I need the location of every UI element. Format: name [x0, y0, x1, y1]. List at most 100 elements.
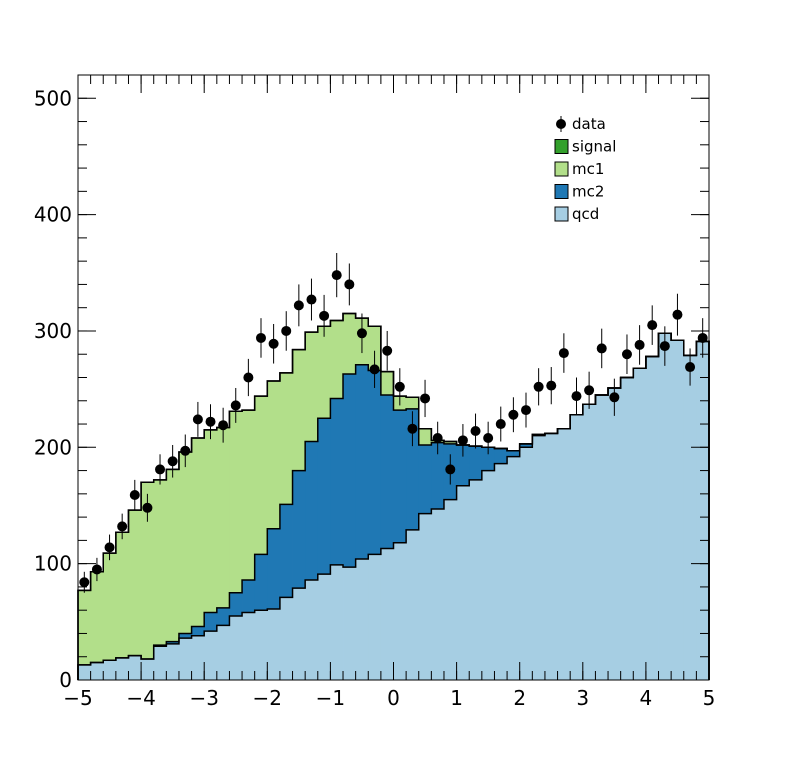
legend-swatch-signal: [554, 139, 569, 154]
data-point-12: [230, 400, 241, 411]
bar-mc2-25: [393, 410, 407, 543]
bar-qcd-42: [608, 387, 622, 680]
outline-signal: [77, 312, 710, 680]
bar-mc2-32: [481, 447, 495, 471]
bar-qcd-27: [418, 513, 432, 680]
data-point-49: [697, 332, 708, 343]
bar-mc2-24: [380, 394, 394, 549]
data-point-40: [584, 385, 595, 396]
bar-mc2-34: [507, 450, 521, 457]
data-point-46: [659, 341, 670, 352]
bar-mc1-6: [153, 479, 167, 646]
bar-mc2-26: [406, 408, 420, 530]
legend-label-qcd: qcd: [572, 205, 599, 223]
bar-qcd-45: [645, 356, 659, 680]
data-point-24: [382, 345, 393, 356]
data-point-29: [445, 464, 456, 475]
bar-mc2-11: [216, 607, 230, 626]
bar-mc1-20: [330, 320, 344, 399]
bar-qcd-20: [330, 564, 344, 680]
x-tick-label-0: −5: [63, 686, 92, 710]
axes: −5 −4 −3 −2 −1 0 1 2 3 4 5 0 100 200 300 400 500: [34, 74, 715, 710]
data-point-1: [91, 564, 102, 575]
legend-swatch-qcd: [554, 206, 569, 222]
data-point-19: [319, 310, 330, 321]
data-point-6: [155, 464, 166, 475]
bar-mc2-7: [166, 641, 180, 644]
data-point-45: [647, 320, 658, 331]
bar-mc1-18: [305, 332, 319, 442]
bar-mc1-27: [418, 428, 432, 445]
data-point-21: [344, 279, 355, 290]
bar-mc1-9: [191, 438, 205, 627]
data-point-7: [167, 456, 178, 467]
data-point-0: [79, 577, 90, 588]
bar-qcd-0: [78, 664, 92, 680]
bar-qcd-10: [204, 631, 218, 680]
bar-mc1-12: [229, 411, 243, 593]
bar-qcd-32: [481, 470, 495, 680]
bar-mc2-27: [418, 444, 432, 514]
legend-label-mc1: mc1: [572, 160, 604, 178]
bar-qcd-44: [633, 368, 647, 680]
bar-qcd-30: [456, 485, 470, 680]
bar-mc1-2: [103, 553, 117, 661]
bar-mc2-9: [191, 626, 205, 636]
legend-swatch-mc2: [554, 184, 569, 199]
x-tick-label-7: 2: [513, 686, 526, 710]
data-point-11: [218, 420, 229, 431]
bar-qcd-13: [242, 612, 256, 680]
data-point-35: [521, 405, 532, 416]
legend-swatch-mc1: [554, 161, 569, 177]
bar-mc1-29: [443, 441, 457, 444]
bar-qcd-40: [582, 404, 596, 680]
legend-label-mc2: mc2: [572, 183, 604, 201]
bar-qcd-49: [696, 341, 710, 680]
bar-mc1-14: [254, 396, 268, 555]
bar-qcd-33: [494, 463, 508, 680]
bar-qcd-7: [166, 643, 180, 680]
bar-mc2-33: [494, 448, 508, 464]
y-tick-label-5: 500: [34, 86, 72, 110]
bar-qcd-5: [141, 659, 155, 680]
bar-qcd-28: [431, 508, 445, 680]
bar-mc1-15: [267, 380, 281, 529]
data-point-4: [129, 490, 140, 501]
bar-mc2-17: [292, 470, 306, 589]
bar-mc1-5: [141, 482, 155, 660]
bar-qcd-12: [229, 616, 243, 680]
bar-mc1-19: [317, 326, 331, 419]
bar-mc2-14: [254, 554, 268, 611]
bar-mc2-20: [330, 398, 344, 565]
bar-mc2-15: [267, 528, 281, 610]
bar-qcd-19: [317, 574, 331, 680]
data-point-44: [634, 339, 645, 350]
bar-mc1-11: [216, 427, 230, 608]
bar-mc2-22: [355, 364, 369, 559]
bar-qcd-48: [683, 355, 697, 680]
x-tick-label-2: −3: [189, 686, 218, 710]
bar-mc1-8: [178, 451, 192, 634]
data-point-14: [255, 332, 266, 343]
bar-qcd-14: [254, 610, 268, 680]
bar-mc2-35: [519, 443, 533, 448]
data-point-9: [192, 414, 203, 425]
bar-qcd-8: [178, 638, 192, 680]
bar-qcd-43: [620, 377, 634, 680]
bar-mc1-10: [204, 429, 218, 613]
bar-qcd-9: [191, 635, 205, 680]
bar-qcd-34: [507, 456, 521, 680]
y-tick-label-0: 0: [59, 668, 72, 692]
bar-qcd-1: [90, 662, 104, 680]
legend-label-data: data: [572, 115, 606, 133]
bar-mc1-26: [406, 397, 420, 409]
bar-qcd-41: [595, 394, 609, 680]
bar-mc2-30: [456, 444, 470, 486]
data-point-41: [596, 343, 607, 354]
data-point-39: [571, 391, 582, 402]
bar-qcd-16: [279, 597, 293, 680]
data-point-16: [281, 325, 292, 336]
bar-mc1-17: [292, 349, 306, 471]
bar-mc1-4: [128, 510, 142, 656]
bar-qcd-22: [355, 559, 369, 680]
